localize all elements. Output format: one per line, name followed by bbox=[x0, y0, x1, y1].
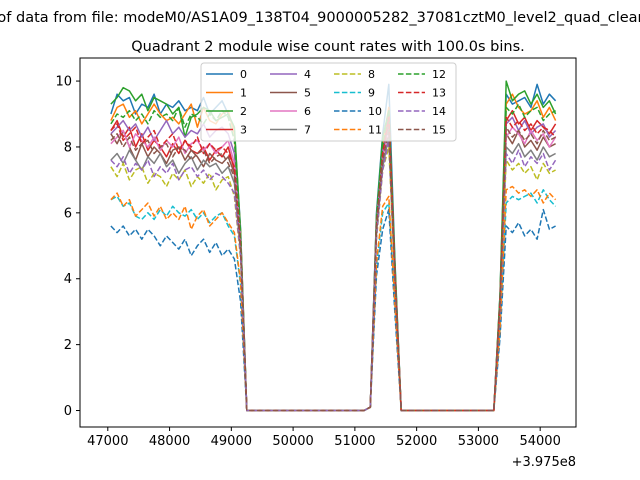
legend-label-15: 15 bbox=[432, 124, 446, 137]
plot-frame bbox=[79, 57, 577, 428]
legend-label-9: 9 bbox=[368, 87, 375, 100]
x-tick-label: 52000 bbox=[396, 434, 437, 449]
y-tick-label: 8 bbox=[64, 140, 72, 155]
y-tick-label: 2 bbox=[64, 338, 72, 353]
y-tick-label: 6 bbox=[64, 206, 72, 221]
legend-label-14: 14 bbox=[432, 105, 446, 118]
y-tick-label: 4 bbox=[64, 272, 72, 287]
y-axis: 0 2 4 6 8 10 bbox=[55, 75, 80, 419]
legend-label-12: 12 bbox=[432, 68, 446, 81]
y-tick-label: 0 bbox=[64, 404, 72, 419]
y-tick-label: 10 bbox=[55, 75, 72, 90]
series-layer bbox=[110, 80, 557, 412]
legend-label-7: 7 bbox=[304, 124, 311, 137]
x-tick-label: 49000 bbox=[211, 434, 252, 449]
legend-box bbox=[200, 62, 457, 142]
series-line-15 bbox=[110, 126, 556, 412]
legend-label-6: 6 bbox=[304, 105, 311, 118]
legend-label-0: 0 bbox=[240, 68, 247, 81]
legend-label-1: 1 bbox=[240, 87, 247, 100]
legend-label-11: 11 bbox=[368, 124, 382, 137]
chart-suptitle: Plot of data from file: modeM0/AS1A09_13… bbox=[0, 10, 640, 26]
x-tick-label: 47000 bbox=[87, 434, 128, 449]
x-tick-label: 51000 bbox=[334, 434, 375, 449]
legend-label-3: 3 bbox=[240, 124, 247, 137]
x-tick-label: 50000 bbox=[272, 434, 313, 449]
legend-label-4: 4 bbox=[304, 68, 311, 81]
legend-label-8: 8 bbox=[368, 68, 375, 81]
legend-label-13: 13 bbox=[432, 87, 446, 100]
legend-label-10: 10 bbox=[368, 105, 382, 118]
x-axis: 47000 48000 49000 50000 51000 52000 53000 54000 bbox=[87, 427, 561, 449]
x-tick-label: 54000 bbox=[519, 434, 560, 449]
legend-label-5: 5 bbox=[304, 87, 311, 100]
chart-title: Quadrant 2 module wise count rates with … bbox=[131, 39, 525, 55]
x-offset-label: +3.975e8 bbox=[512, 455, 576, 470]
x-tick-label: 48000 bbox=[149, 434, 190, 449]
legend-label-2: 2 bbox=[240, 105, 247, 118]
x-tick-label: 53000 bbox=[458, 434, 499, 449]
